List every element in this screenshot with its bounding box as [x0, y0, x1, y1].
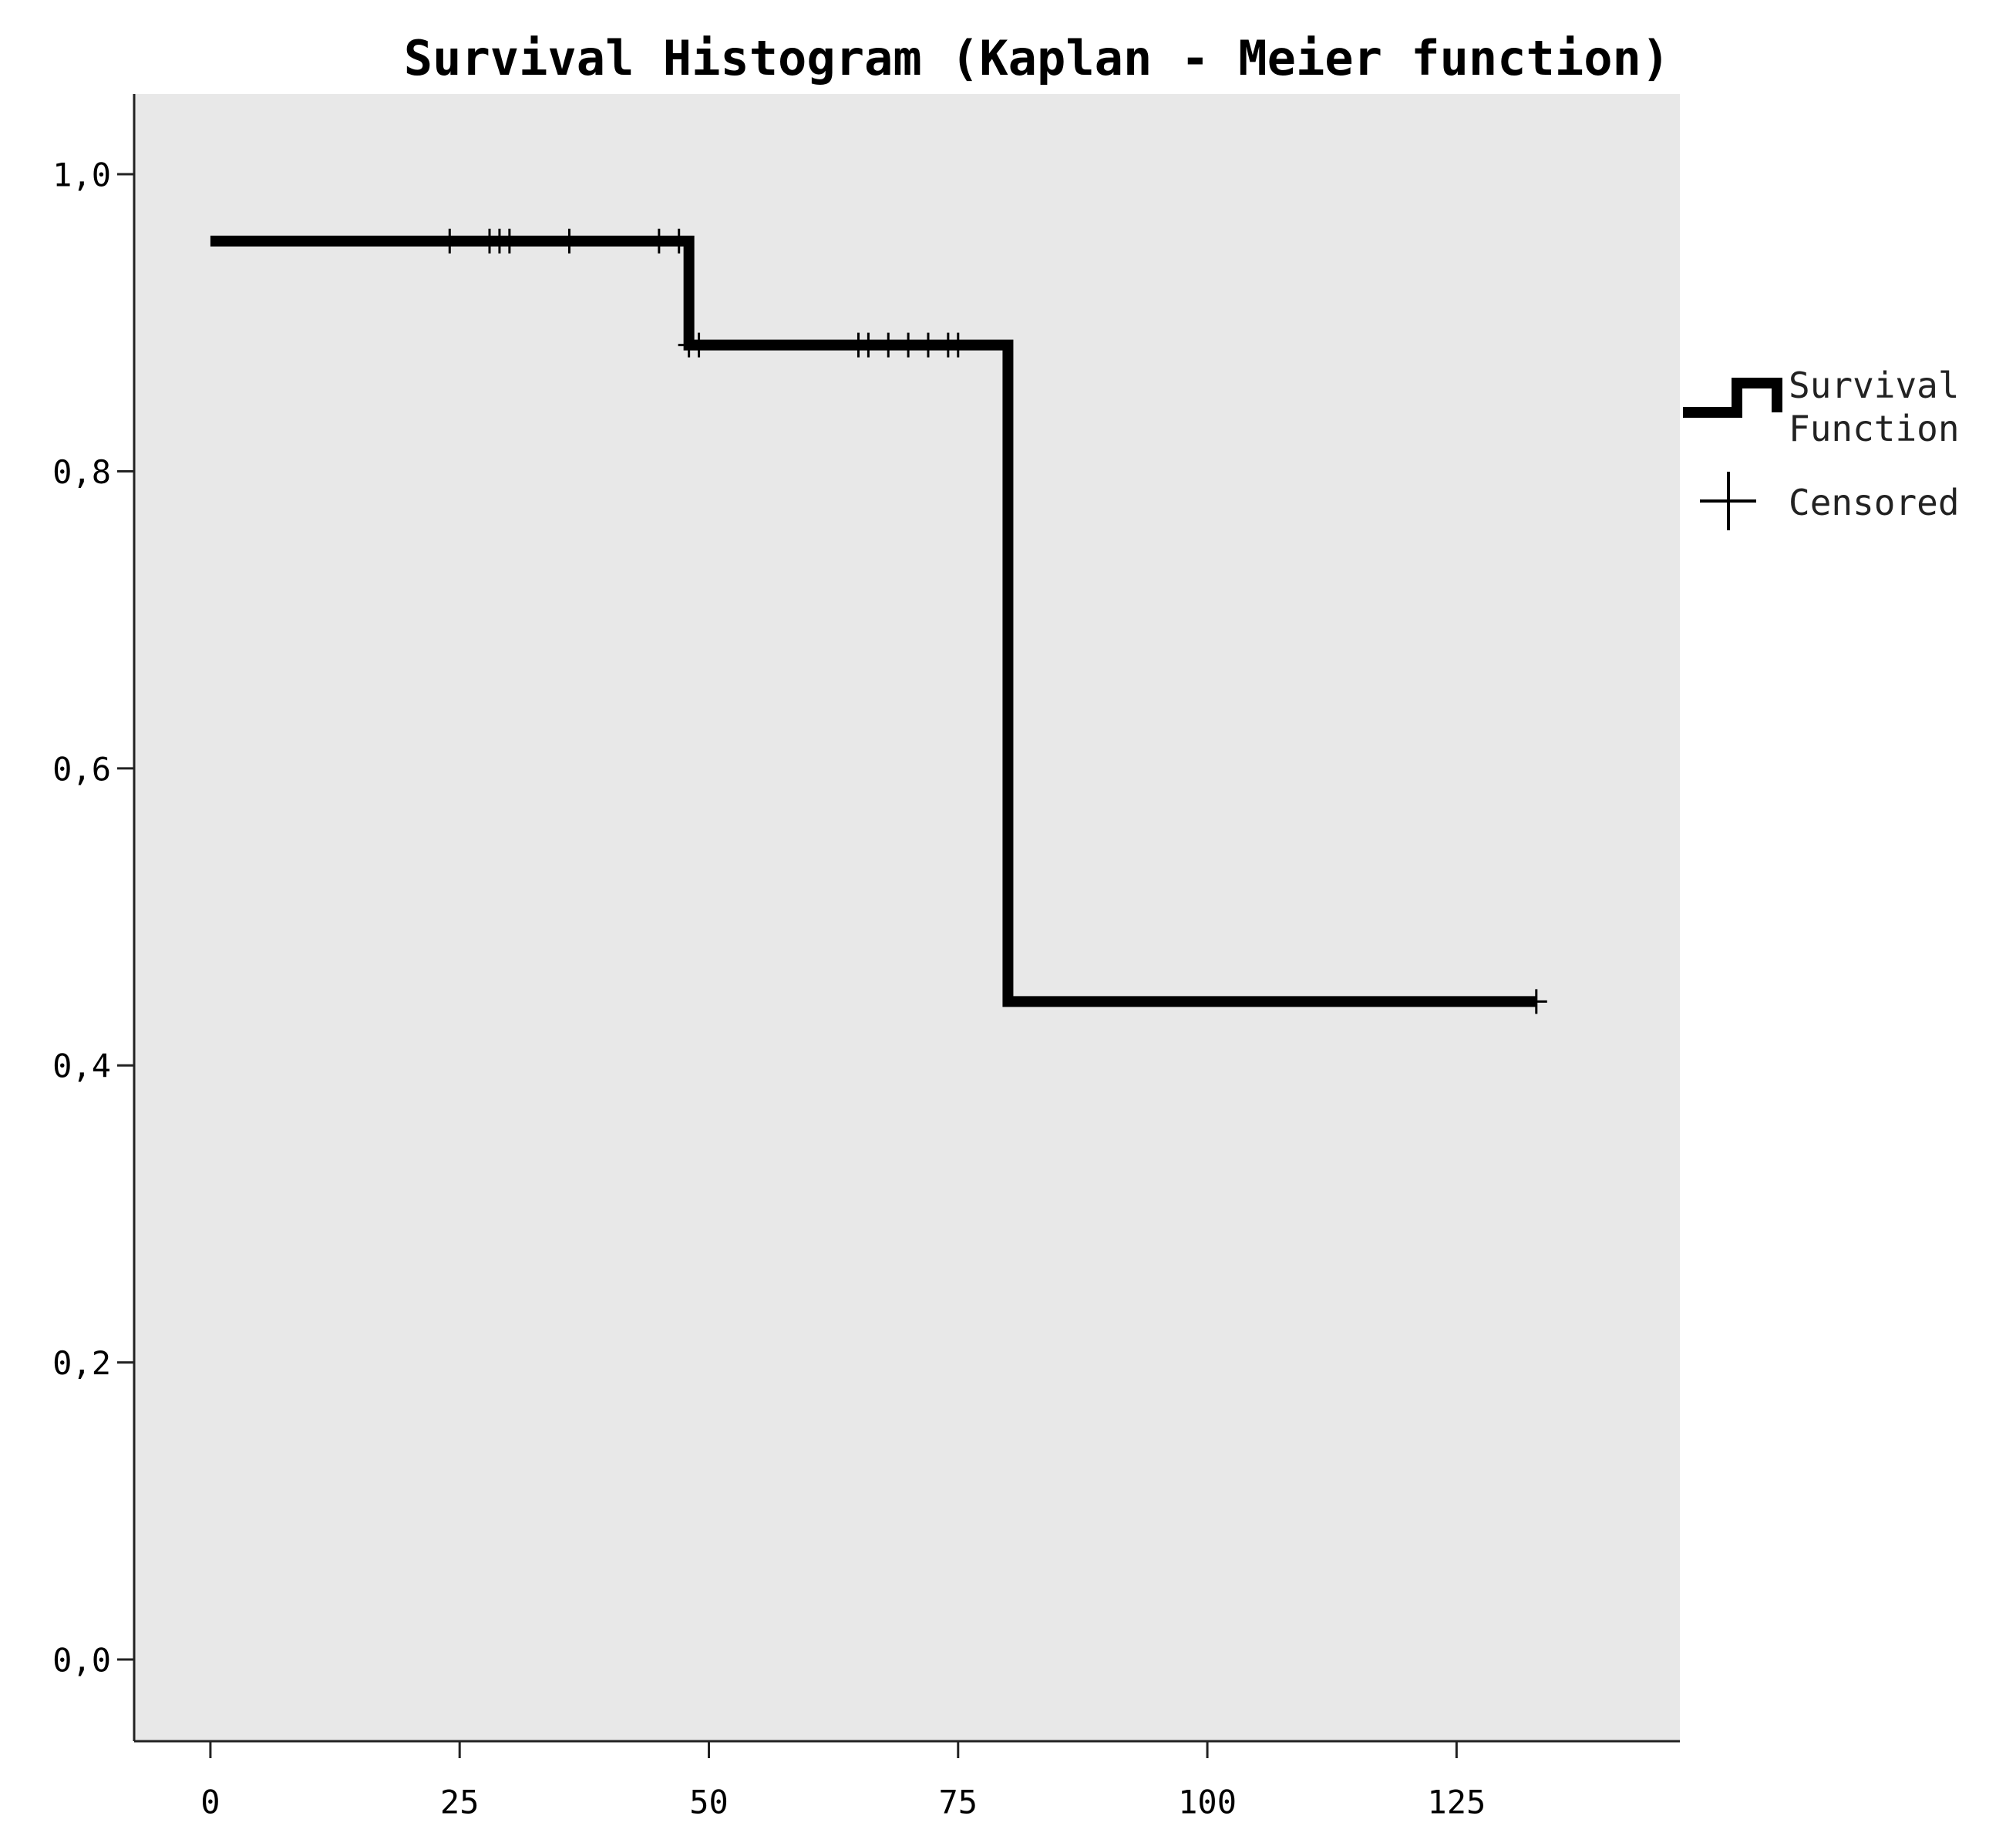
legend-label: Survival Function — [1789, 365, 1960, 449]
censored-mark — [1525, 989, 1547, 1014]
legend-step-symbol — [1683, 378, 1782, 418]
y-tick-label: 0,2 — [52, 1344, 111, 1382]
y-tick-label: 0,6 — [52, 750, 111, 788]
x-tick-label: 25 — [440, 1784, 480, 1821]
censored-mark — [558, 228, 581, 254]
y-tick-label: 0,8 — [52, 453, 111, 491]
censored-mark — [947, 332, 969, 358]
censored-mark — [688, 332, 710, 358]
censored-mark — [668, 228, 690, 254]
x-tick-label: 75 — [938, 1784, 978, 1821]
x-tick-label: 125 — [1427, 1784, 1486, 1821]
x-tick-label: 0 — [200, 1784, 220, 1821]
x-tick-label: 100 — [1178, 1784, 1237, 1821]
censored-mark — [897, 332, 920, 358]
plot-area — [134, 94, 1680, 1741]
legend-label: Censored — [1789, 482, 1960, 523]
censored-mark — [917, 332, 939, 358]
legend-cross-symbol — [1700, 472, 1756, 530]
chart-title: Survival Histogram (Kaplan - Meier funct… — [404, 30, 1670, 86]
censored-mark — [857, 332, 880, 358]
censored-mark — [877, 332, 900, 358]
censored-mark — [498, 228, 520, 254]
y-tick-label: 0,0 — [52, 1642, 111, 1680]
x-tick-label: 50 — [689, 1784, 729, 1821]
censored-mark — [439, 228, 461, 254]
censored-mark — [648, 228, 670, 254]
y-tick-label: 1,0 — [52, 156, 111, 194]
y-tick-label: 0,4 — [52, 1047, 111, 1085]
